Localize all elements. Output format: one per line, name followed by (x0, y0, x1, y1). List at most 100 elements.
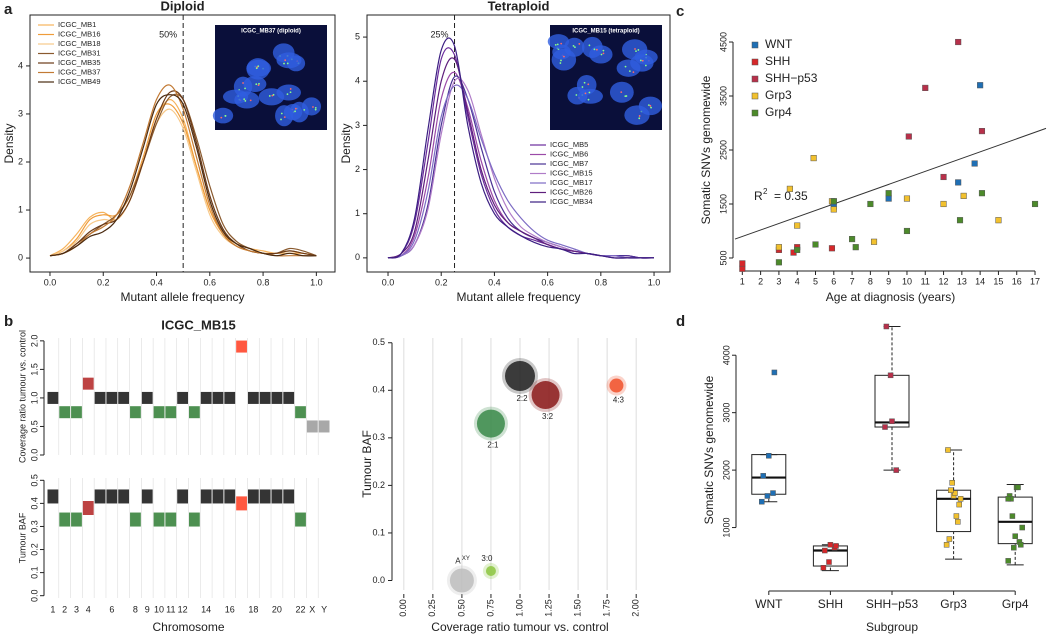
inset-dot (634, 48, 636, 50)
inset-cell (577, 88, 603, 104)
x-tick-label: 2.00 (631, 599, 641, 617)
chart-title: Tetraploid (488, 0, 550, 13)
legend-label: ICGC_MB6 (550, 149, 588, 158)
point (948, 487, 954, 493)
inset-dot (243, 98, 246, 101)
y-tick-label: 0 (355, 252, 360, 262)
inset-dot (286, 93, 289, 96)
y-tick-label: 0.2 (372, 480, 385, 490)
x-tick-label: 1 (50, 604, 55, 614)
inset-dot (625, 95, 628, 97)
inset-dot (588, 91, 591, 94)
legend-label: ICGC_MB34 (550, 197, 593, 206)
inset-dot (312, 106, 314, 108)
inset-dot (632, 71, 635, 73)
legend-label: ICGC_MB26 (550, 187, 593, 196)
inset-dot (242, 82, 244, 84)
x-tick-label: 0.6 (204, 277, 217, 287)
segment-band (259, 489, 271, 504)
inset-dot (628, 70, 631, 73)
point (1005, 558, 1011, 564)
x-tick-label: 1.25 (543, 599, 553, 617)
legend-label: Grp3 (765, 88, 792, 102)
point (957, 496, 964, 502)
segment-band (318, 420, 330, 433)
inset-dot (624, 65, 627, 68)
y-tick-label: 1 (355, 208, 360, 218)
legend-label: WNT (765, 37, 793, 51)
annotation-sup: 2 (763, 187, 768, 196)
point (760, 473, 766, 479)
y-axis-label: Tumour BAF (17, 512, 27, 563)
segment-band (106, 391, 118, 404)
point (827, 542, 834, 548)
point (828, 245, 836, 252)
x-tick-label: 0.2 (97, 277, 110, 287)
inset-dot (284, 59, 287, 62)
x-tick-label: 15 (993, 276, 1003, 286)
inset-dot (258, 82, 260, 85)
x-tick-label: 11 (921, 276, 930, 286)
inset-dot (602, 52, 605, 55)
x-tick-label: 3 (776, 276, 781, 286)
segment-band (106, 489, 118, 504)
panel-label: a (4, 1, 13, 18)
point (794, 222, 801, 229)
point (820, 565, 827, 571)
box (997, 496, 1033, 545)
y-tick-label: 1000 (721, 518, 731, 538)
plot-frame (366, 14, 671, 273)
legend-label: ICGC_MB1 (58, 20, 96, 29)
segment-band (295, 512, 306, 527)
x-tick-label: 0.8 (595, 277, 608, 287)
x-tick-label: 12 (939, 276, 949, 286)
segment-band (82, 501, 94, 515)
point (940, 200, 947, 208)
inset-cell (289, 101, 309, 123)
point (812, 241, 819, 248)
inset-dot (280, 118, 282, 121)
y-tick-label: 1.0 (29, 392, 39, 405)
y-tick-label: 3000 (721, 403, 731, 423)
inset-dot (220, 116, 223, 119)
segment-band (189, 512, 200, 527)
y-tick-label: 0.1 (372, 527, 385, 537)
inset-dot (289, 91, 292, 94)
y-tick-label: 2 (355, 164, 360, 174)
inset-dot (560, 59, 562, 62)
y-tick-label: 1500 (718, 194, 728, 214)
inset-cell (234, 91, 260, 109)
segment-band (59, 512, 71, 527)
point (826, 559, 832, 565)
legend-label: ICGC_MB15 (550, 168, 593, 177)
panel-label: c (676, 3, 684, 20)
x-tick-label: 17 (1030, 276, 1040, 286)
inset-dot (289, 88, 292, 90)
x-tick-label: 0.2 (435, 277, 448, 287)
point (956, 217, 964, 224)
y-tick-label: 500 (718, 250, 728, 265)
inset-dot (587, 83, 590, 86)
y-tick-label: 2500 (718, 140, 728, 160)
legend-label: SHH (765, 54, 790, 68)
point (995, 217, 1002, 224)
inset-dot (581, 86, 584, 88)
x-tick-label: 0.0 (382, 277, 395, 287)
point (883, 323, 890, 330)
x-tick-label: X (309, 604, 315, 614)
x-tick-label: 12 (178, 604, 188, 614)
density-line (49, 90, 317, 257)
y-axis-label: Tumour BAF (360, 430, 374, 498)
point (870, 238, 878, 245)
inset-dot (578, 43, 581, 45)
point (956, 501, 962, 508)
segment-band (224, 489, 236, 504)
legend-label: ICGC_MB17 (550, 178, 593, 187)
x-tick-label: 1.00 (514, 599, 524, 617)
x-tick-label: 16 (1012, 276, 1022, 286)
x-tick-label: 8 (133, 604, 138, 614)
bubble (609, 378, 624, 393)
point (903, 227, 911, 235)
x-tick-label: 20 (272, 604, 282, 614)
point (775, 259, 782, 266)
